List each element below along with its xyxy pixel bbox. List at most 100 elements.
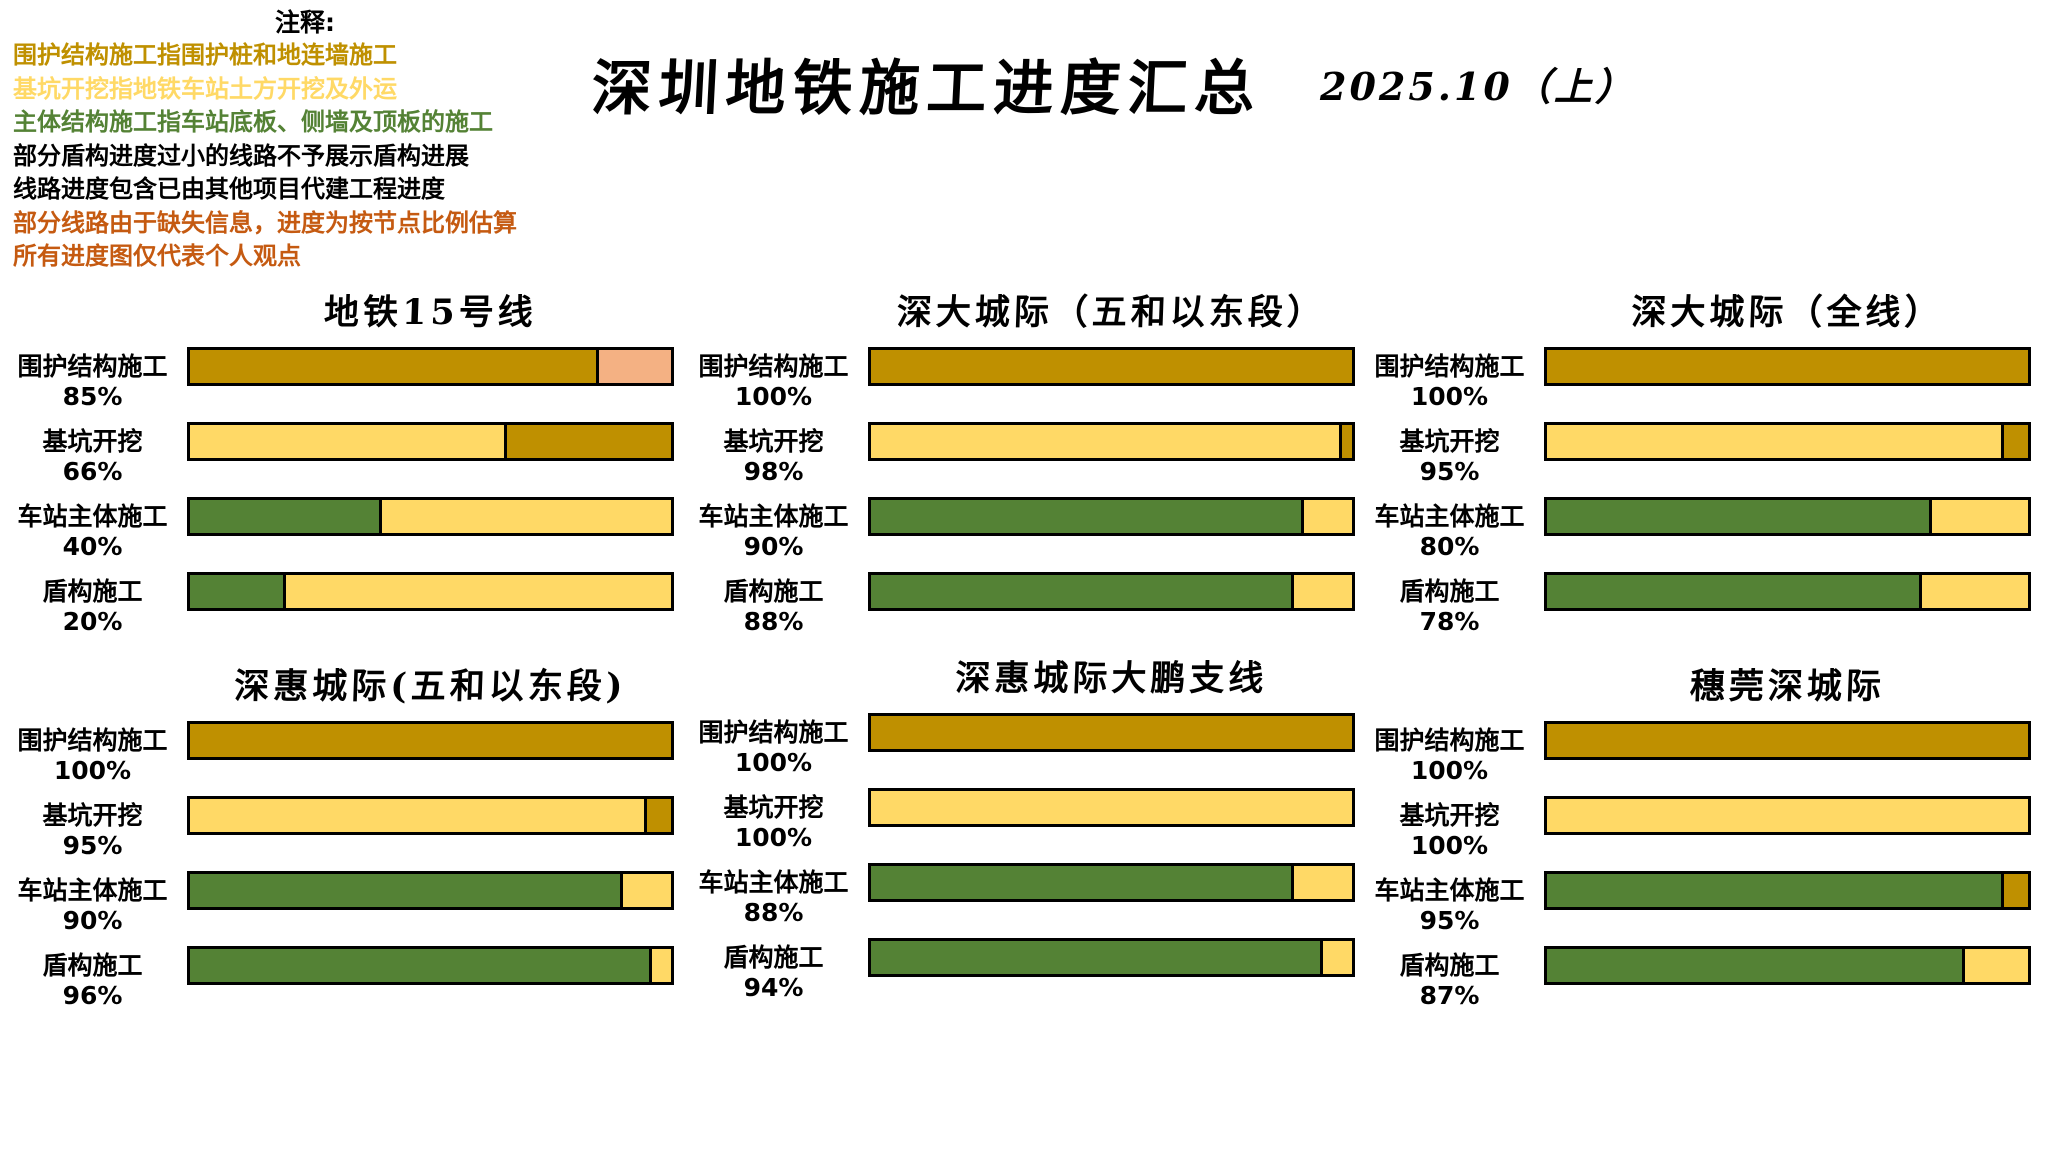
progress-bar-fill [1547, 724, 2028, 757]
stage-percent: 100% [1410, 756, 1489, 785]
bar-row: 基坑开挖 66% [5, 422, 683, 497]
stage-name: 盾构施工 [1399, 951, 1500, 980]
progress-panel: 深惠城际(五和以东段) 围护结构施工 100% 基坑开挖 95% 车站主体施工 90% 盾构施… [5, 646, 683, 1021]
bar-row: 盾构施工 20% [5, 572, 683, 647]
progress-bar-fill [1547, 874, 2004, 907]
stage-name: 车站主体施工 [1374, 876, 1525, 905]
stage-percent: 40% [62, 532, 123, 561]
stage-name: 围护结构施工 [1374, 726, 1525, 755]
bar-label: 盾构施工 20% [5, 572, 180, 637]
progress-panel: 深大城际（五和以东段） 围护结构施工 100% 基坑开挖 98% 车站主体施工 90% 盾构施… [686, 272, 1364, 647]
stage-percent: 87% [1419, 981, 1480, 1010]
bar-row: 围护结构施工 100% [1362, 347, 2040, 422]
title-date: 2025.10（上） [1320, 64, 1636, 109]
progress-bar [1544, 572, 2031, 611]
progress-bar-fill [871, 791, 1352, 824]
progress-bar-fill [190, 350, 599, 383]
bar-label: 围护结构施工 100% [686, 713, 861, 778]
progress-bar [1544, 871, 2031, 910]
progress-bar [1544, 422, 2031, 461]
stage-percent: 100% [734, 382, 813, 411]
stage-percent: 80% [1419, 532, 1480, 561]
stage-name: 基坑开挖 [723, 793, 824, 822]
progress-bar-fill [1547, 799, 2028, 832]
bar-row: 车站主体施工 88% [686, 863, 1364, 938]
panel-title: 地铁15号线 [323, 292, 538, 333]
bar-label: 基坑开挖 100% [686, 788, 861, 853]
note-line: 部分盾构进度过小的线路不予展示盾构进展 [13, 141, 469, 170]
progress-bar-fill [190, 500, 383, 533]
progress-bar-fill [1547, 425, 2004, 458]
progress-bar-fill [190, 425, 508, 458]
progress-bar-fill [871, 941, 1324, 974]
progress-panel: 地铁15号线围护结构施工 85% 基坑开挖 66% 车站主体施工 40% 盾构施工 20% [5, 272, 683, 647]
progress-bar-fill [190, 799, 647, 832]
note-line: 所有进度图仅代表个人观点 [13, 242, 301, 270]
stage-percent: 88% [743, 607, 804, 636]
bar-row: 盾构施工 94% [686, 938, 1364, 1013]
bar-label: 车站主体施工 90% [686, 497, 861, 562]
stage-percent: 88% [743, 898, 804, 927]
note-line: 主体结构施工指车站底板、侧墙及顶板的施工 [13, 108, 493, 136]
bar-row: 围护结构施工 100% [686, 347, 1364, 422]
progress-bar [1544, 347, 2031, 386]
bar-label: 基坑开挖 95% [1362, 422, 1537, 487]
progress-bar [187, 497, 674, 536]
progress-bar-fill [190, 575, 287, 608]
bar-label: 盾构施工 88% [686, 572, 861, 637]
stage-name: 基坑开挖 [1399, 801, 1500, 830]
progress-bar-fill [1547, 575, 1923, 608]
progress-panel: 深大城际（全线） 围护结构施工 100% 基坑开挖 95% 车站主体施工 80% 盾构施工 78… [1362, 272, 2040, 647]
bar-row: 车站主体施工 95% [1362, 871, 2040, 946]
stage-name: 盾构施工 [1399, 577, 1500, 606]
panel-title: 深大城际（全线） [1630, 292, 1945, 333]
stage-percent: 100% [1410, 831, 1489, 860]
stage-name: 围护结构施工 [17, 726, 168, 755]
bar-label: 盾构施工 94% [686, 938, 861, 1003]
bar-label: 车站主体施工 95% [1362, 871, 1537, 936]
progress-bar-fill [871, 716, 1352, 749]
stage-name: 盾构施工 [42, 577, 143, 606]
title-text: 深圳地铁施工进度汇总 [589, 54, 1264, 124]
bar-label: 盾构施工 96% [5, 946, 180, 1011]
progress-bar [1544, 946, 2031, 985]
progress-bar-fill [871, 500, 1304, 533]
stage-percent: 96% [62, 981, 123, 1010]
bar-row: 基坑开挖 95% [1362, 422, 2040, 497]
bar-row: 盾构施工 96% [5, 946, 683, 1021]
progress-bar [187, 422, 674, 461]
stage-name: 基坑开挖 [42, 427, 143, 456]
bar-label: 车站主体施工 90% [5, 871, 180, 936]
stage-name: 基坑开挖 [1399, 427, 1500, 456]
stage-name: 车站主体施工 [17, 876, 168, 905]
stage-name: 围护结构施工 [17, 352, 168, 381]
bar-label: 围护结构施工 100% [686, 347, 861, 412]
bar-label: 基坑开挖 95% [5, 796, 180, 861]
stage-name: 车站主体施工 [17, 502, 168, 531]
note-line: 围护结构施工指围护桩和地连墙施工 [13, 41, 397, 69]
progress-bar [1544, 497, 2031, 536]
progress-bar [187, 871, 674, 910]
bar-row: 车站主体施工 90% [686, 497, 1364, 572]
panel-title: 穗莞深城际 [1689, 666, 1886, 707]
panel-title: 深惠城际大鹏支线 [954, 658, 1269, 699]
progress-bar [187, 572, 674, 611]
stage-percent: 90% [62, 906, 123, 935]
stage-percent: 95% [1419, 906, 1480, 935]
progress-bar [187, 946, 674, 985]
bar-row: 围护结构施工 85% [5, 347, 683, 422]
bar-label: 基坑开挖 100% [1362, 796, 1537, 861]
bar-row: 盾构施工 88% [686, 572, 1364, 647]
bar-label: 基坑开挖 98% [686, 422, 861, 487]
panel-title: 深惠城际(五和以东段) [233, 666, 628, 707]
bar-label: 围护结构施工 85% [5, 347, 180, 412]
progress-bar-fill [1547, 949, 1966, 982]
stage-percent: 20% [62, 607, 123, 636]
stage-percent: 95% [62, 831, 123, 860]
progress-panel: 穗莞深城际 围护结构施工 100% 基坑开挖 100% 车站主体施工 95% 盾构施工 87% [1362, 646, 2040, 1021]
progress-bar-fill [871, 425, 1343, 458]
bar-label: 围护结构施工 100% [5, 721, 180, 786]
bar-label: 盾构施工 78% [1362, 572, 1537, 637]
bar-row: 围护结构施工 100% [686, 713, 1364, 788]
bar-label: 基坑开挖 66% [5, 422, 180, 487]
